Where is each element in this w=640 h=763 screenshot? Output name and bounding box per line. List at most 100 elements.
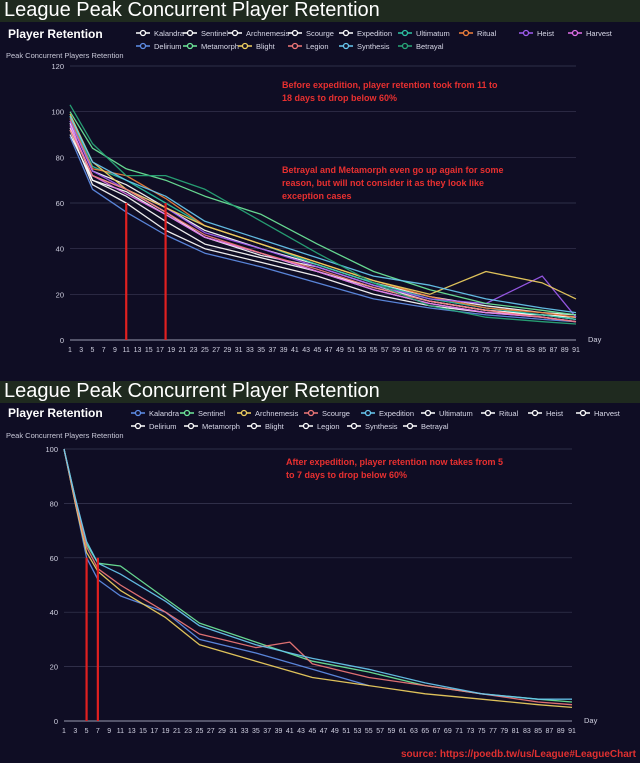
x-tick-label: 59 xyxy=(392,347,400,354)
x-tick-label: 1 xyxy=(62,728,66,735)
x-tick-label: 87 xyxy=(550,347,558,354)
legend-item: Kalandra xyxy=(154,29,185,38)
x-tick-label: 63 xyxy=(415,347,423,354)
x-tick-label: 33 xyxy=(241,728,249,735)
x-tick-label: 1 xyxy=(68,347,72,354)
x-tick-label: 3 xyxy=(79,347,83,354)
x-tick-label: 21 xyxy=(179,347,187,354)
x-tick-label: 29 xyxy=(224,347,232,354)
x-tick-label: 33 xyxy=(246,347,254,354)
y-tick-label: 0 xyxy=(60,336,64,345)
series-line-betrayal xyxy=(69,104,577,325)
x-tick-label: 27 xyxy=(212,347,220,354)
legend-marker xyxy=(342,42,350,50)
legend-marker xyxy=(291,29,299,37)
x-tick-label: 45 xyxy=(313,347,321,354)
legend-marker xyxy=(484,409,492,417)
x-tick-label: 51 xyxy=(347,347,355,354)
x-tick-label: 7 xyxy=(102,347,106,354)
x-tick-label: 61 xyxy=(403,347,411,354)
y-tick-label: 100 xyxy=(45,445,58,454)
x-tick-label: 73 xyxy=(467,728,475,735)
x-tick-label: 75 xyxy=(478,728,486,735)
legend-item: Archnemesis xyxy=(246,29,290,38)
series-line-delirium xyxy=(69,136,577,323)
x-tick-label: 47 xyxy=(325,347,333,354)
x-tick-label: 43 xyxy=(297,728,305,735)
series-line-legion xyxy=(69,129,577,323)
y-axis-label: Peak Concurrent Players Retention xyxy=(6,431,124,440)
x-tick-label: 37 xyxy=(263,728,271,735)
x-tick-label: 51 xyxy=(342,728,350,735)
legend-item: Heist xyxy=(537,29,555,38)
legend-marker xyxy=(531,409,539,417)
legend-item: Archnemesis xyxy=(255,409,299,418)
x-tick-label: 57 xyxy=(376,728,384,735)
x-tick-label: 3 xyxy=(73,728,77,735)
legend-marker xyxy=(571,29,579,37)
y-tick-label: 120 xyxy=(51,62,64,71)
legend-item: Ultimatum xyxy=(439,409,473,418)
panel-header: League Peak Concurrent Player Retention xyxy=(4,380,380,402)
legend-marker xyxy=(139,42,147,50)
x-tick-label: 77 xyxy=(493,347,501,354)
legend-item: Sentinel xyxy=(201,29,228,38)
x-tick-label: 17 xyxy=(156,347,164,354)
y-tick-label: 80 xyxy=(50,499,58,508)
annotation: After expedition, player retention now t… xyxy=(286,457,503,480)
chart-title: Player Retention xyxy=(8,406,103,420)
y-tick-label: 80 xyxy=(56,153,64,162)
legend-item: Legion xyxy=(306,42,329,51)
y-tick-label: 60 xyxy=(56,199,64,208)
header-band: League Peak Concurrent Player Retention xyxy=(0,380,640,403)
annotation-line: to 7 days to drop below 60% xyxy=(286,470,407,480)
legend-marker xyxy=(579,409,587,417)
y-tick-label: 20 xyxy=(56,290,64,299)
x-tick-label: 37 xyxy=(269,347,277,354)
series-line-ultimatum xyxy=(69,115,577,321)
x-tick-label: 9 xyxy=(107,728,111,735)
legend-marker xyxy=(231,29,239,37)
series-line-blight xyxy=(69,113,577,300)
x-tick-label: 5 xyxy=(85,728,89,735)
legend-marker xyxy=(139,29,147,37)
legend-item: Legion xyxy=(317,422,340,431)
series-line-ritual xyxy=(69,118,577,318)
legend-item: Harvest xyxy=(594,409,621,418)
legend-marker xyxy=(134,409,142,417)
legend-item: Synthesis xyxy=(365,422,398,431)
x-tick-label: 39 xyxy=(275,728,283,735)
x-tick-label: 31 xyxy=(229,728,237,735)
x-tick-label: 75 xyxy=(482,347,490,354)
y-tick-label: 0 xyxy=(54,717,58,726)
legend-marker xyxy=(350,422,358,430)
annotation: Betrayal and Metamorph even go up again … xyxy=(282,165,504,201)
series-line-metamorph xyxy=(69,111,577,316)
legend-item: Synthesis xyxy=(357,42,390,51)
chart-title: Player Retention xyxy=(8,27,103,41)
y-axis-label: Peak Concurrent Players Retention xyxy=(6,51,124,60)
legend-marker xyxy=(186,42,194,50)
retention-chart-bottom: Player Retention Peak Concurrent Players … xyxy=(6,406,621,735)
annotation: Before expedition, player retention took… xyxy=(282,80,498,103)
series-line-archnemesis xyxy=(69,134,577,318)
x-tick-label: 47 xyxy=(320,728,328,735)
x-tick-label: 65 xyxy=(421,728,429,735)
x-tick-label: 85 xyxy=(534,728,542,735)
y-tick-label: 40 xyxy=(50,608,58,617)
x-tick-label: 71 xyxy=(460,347,468,354)
x-tick-label: 23 xyxy=(190,347,198,354)
x-tick-label: 67 xyxy=(437,347,445,354)
x-tick-label: 15 xyxy=(139,728,147,735)
x-tick-label: 11 xyxy=(123,347,130,354)
x-tick-label: 5 xyxy=(91,347,95,354)
legend-marker xyxy=(183,409,191,417)
x-tick-label: 89 xyxy=(561,347,569,354)
x-tick-label: 83 xyxy=(523,728,531,735)
legend-marker xyxy=(187,422,195,430)
legend-item: Blight xyxy=(256,42,276,51)
x-tick-label: 19 xyxy=(167,347,175,354)
x-axis-label: Day xyxy=(584,716,598,725)
x-tick-label: 65 xyxy=(426,347,434,354)
header-band: League Peak Concurrent Player Retention xyxy=(0,0,640,22)
